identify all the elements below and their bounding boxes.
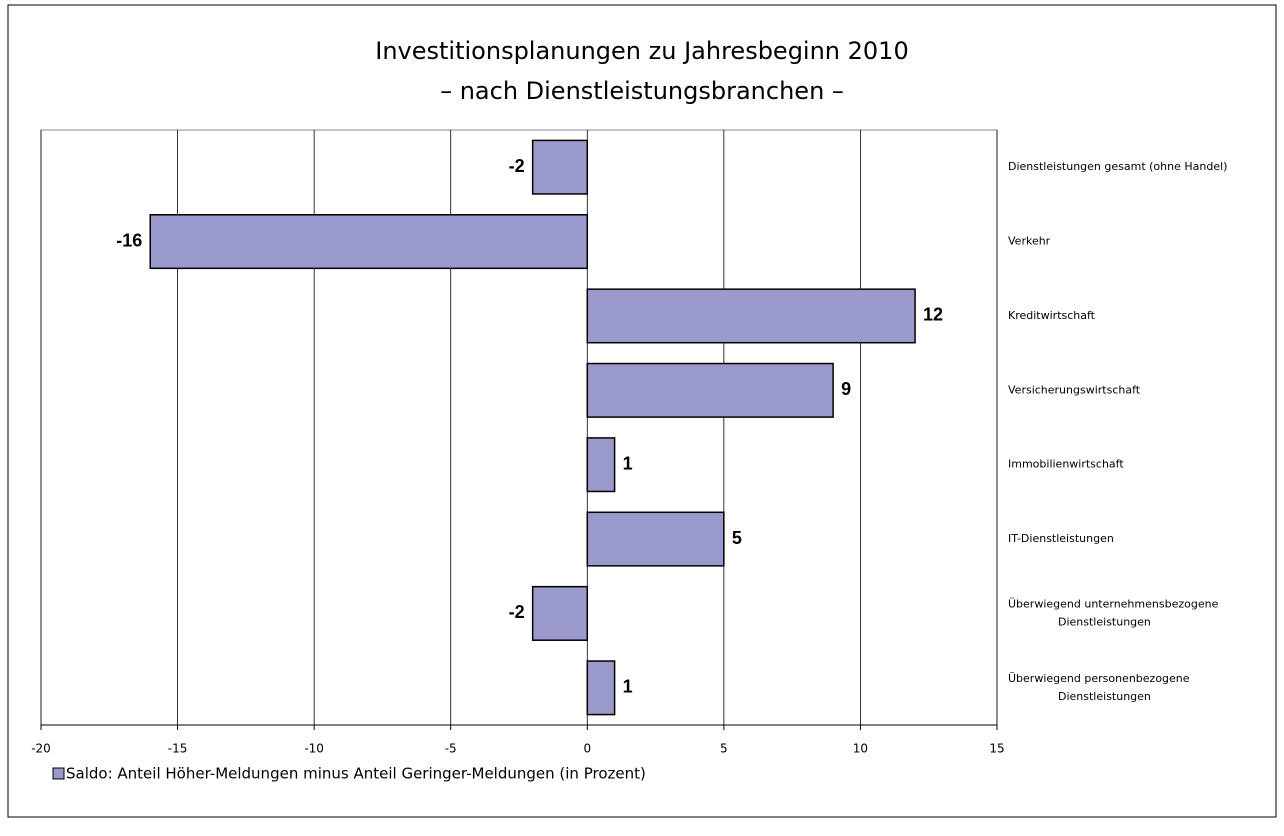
bar xyxy=(586,437,616,493)
data-label: 1 xyxy=(623,677,633,697)
bar xyxy=(586,511,725,567)
category-label-line: Dienstleistungen xyxy=(1058,690,1151,703)
chart-subtitle: – nach Dienstleistungsbranchen – xyxy=(440,77,844,105)
bar xyxy=(586,288,916,344)
category-label-line: Dienstleistungen xyxy=(1058,615,1151,628)
category-label-line: Überwiegend unternehmensbezogene xyxy=(1008,597,1219,610)
data-label: -2 xyxy=(509,156,525,176)
data-label: 12 xyxy=(923,305,943,325)
bar xyxy=(586,362,834,418)
category-label: Verkehr xyxy=(1008,235,1051,248)
bar xyxy=(586,660,616,716)
x-tick-label: -20 xyxy=(31,742,51,756)
x-tick-label: 10 xyxy=(853,742,868,756)
data-label: 9 xyxy=(841,379,851,399)
category-label: Dienstleistungen gesamt (ohne Handel) xyxy=(1008,160,1227,173)
chart-title: Investitionsplanungen zu Jahresbeginn 20… xyxy=(375,37,908,65)
x-tick-label: -5 xyxy=(445,742,457,756)
category-label: Überwiegend unternehmensbezogene Dienstle… xyxy=(1008,597,1219,628)
data-label: -16 xyxy=(116,230,142,250)
bar xyxy=(531,139,589,195)
x-tick-label: 15 xyxy=(989,742,1004,756)
data-label: 5 xyxy=(732,528,742,548)
data-label: 1 xyxy=(623,453,633,473)
category-label: Überwiegend personenbezogene Dienstleistu… xyxy=(1008,672,1190,703)
category-label: Immobilienwirtschaft xyxy=(1008,458,1124,471)
category-label: Kreditwirtschaft xyxy=(1008,309,1096,322)
data-label: -2 xyxy=(509,602,525,622)
bar xyxy=(531,585,589,641)
x-tick-label: 0 xyxy=(583,742,591,756)
x-tick-label: -10 xyxy=(304,742,324,756)
x-tick-label: 5 xyxy=(720,742,728,756)
category-label: Versicherungswirtschaft xyxy=(1008,383,1141,396)
category-label: IT-Dienstleistungen xyxy=(1008,532,1114,545)
bar xyxy=(149,214,589,270)
legend-label: Saldo: Anteil Höher-Meldungen minus Ante… xyxy=(66,765,646,783)
category-label-line: Überwiegend personenbezogene xyxy=(1008,672,1190,685)
legend-swatch xyxy=(52,767,65,780)
x-tick-label: -15 xyxy=(168,742,188,756)
